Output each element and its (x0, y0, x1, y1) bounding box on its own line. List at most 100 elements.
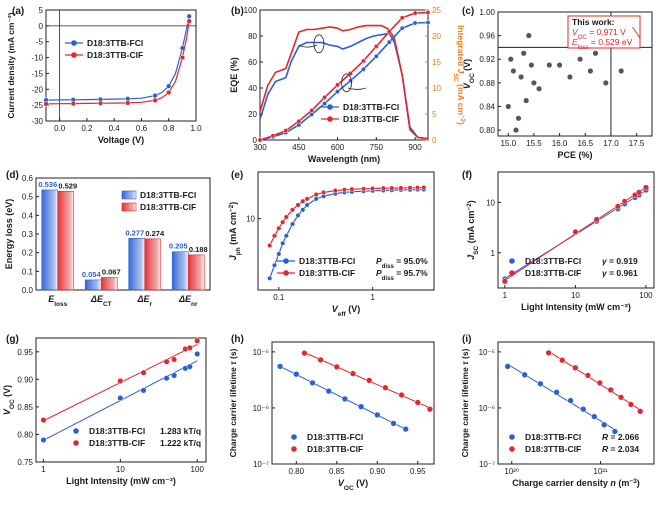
x-tick-label: 1.0 (190, 124, 202, 133)
panel-label: (g) (6, 334, 19, 345)
legend-label: D18:3TTB-FCl (87, 38, 143, 48)
jsc-marker (412, 20, 418, 26)
bar-value-label: 0.188 (189, 245, 208, 254)
literature-point (587, 67, 594, 75)
lifetime-marker (580, 406, 587, 413)
x-tick-label: 10²⁰ (504, 467, 519, 476)
voc-marker (194, 337, 201, 344)
jsc-marker (373, 53, 379, 59)
y-tick-label: 100 (244, 6, 258, 15)
jsc-marker (399, 25, 405, 31)
jph-marker (283, 214, 289, 220)
x-tick-label: 100 (191, 465, 205, 474)
category-label: ΔECT (90, 294, 112, 308)
jsc-marker (399, 15, 405, 21)
jsc-marker (322, 94, 328, 100)
legend-label: D18:3TTB-FCl (343, 102, 399, 112)
jsc-marker (636, 189, 643, 196)
jph-marker (295, 202, 301, 208)
jph-marker (421, 184, 427, 191)
x-tick-label: 16.5 (577, 139, 593, 148)
x-tick-label: 10 (571, 291, 580, 300)
jph-marker (370, 185, 376, 192)
literature-point (510, 67, 517, 75)
jv-curve-1 (45, 21, 190, 105)
legend-marker (291, 446, 297, 452)
y-tick-label: 0.0 (22, 286, 34, 295)
jsc-marker (348, 70, 353, 76)
gamma-label: γ = 0.919 (602, 256, 638, 266)
legend-label: D18:3TTB-FCl (307, 432, 363, 442)
jph-marker (332, 188, 338, 194)
panel-label: (b) (231, 6, 244, 17)
lifetime-marker (617, 394, 625, 401)
lifetime-marker (398, 391, 405, 399)
c-plot-frame (497, 11, 653, 137)
y-tick-label: 0 (39, 22, 44, 31)
bar-value-label: 0.205 (169, 242, 188, 251)
y-axis-label: VOC (V) (462, 59, 476, 89)
r-label: R = 2.034 (602, 444, 639, 454)
legend-marker (283, 258, 289, 264)
y-tick-label: 0.6 (22, 174, 34, 183)
lifetime-marker (366, 377, 373, 384)
lifetime-marker (559, 357, 566, 364)
jph-marker (407, 185, 413, 191)
panel-c: 15.0 15.5 16.0 16.5 17.0 17.5 0.80 0.84 0.88 0.92… (462, 6, 653, 160)
f-plot-frame (497, 171, 655, 289)
panel-g: 1 10 100 0.75 0.80 0.85 0.90 0.95 D18:3TTB-FCl 1.… (2, 334, 207, 486)
panel-label: (e) (231, 170, 243, 181)
jsc-marker (425, 20, 431, 25)
jph-marker (341, 187, 347, 193)
bar-clf (187, 254, 205, 291)
panel-label: (a) (12, 6, 24, 17)
category-label: ΔEr (136, 294, 152, 308)
x-axis-label: Veff (V) (332, 304, 360, 318)
x-tick-label: 10 (116, 465, 125, 474)
bar-clf (57, 190, 75, 291)
y-tick-label: 10⁻⁷ (253, 460, 269, 469)
pdiss-label: Pdiss = 95.7% (376, 268, 428, 282)
y2-tick-label: 0 (432, 136, 437, 145)
lifetime-marker (341, 395, 349, 403)
x-tick-label: 750 (370, 143, 384, 152)
bar-clf (144, 238, 162, 291)
lifetime-marker (611, 428, 619, 435)
jsc-marker (360, 58, 366, 64)
lifetime-marker (537, 380, 544, 387)
bar-value-label: 0.067 (102, 267, 121, 276)
lifetime-marker (357, 403, 365, 410)
lifetime-marker (567, 397, 574, 404)
x-tick-label: 0.80 (289, 467, 305, 476)
legend-marker (71, 52, 77, 58)
legend-label: D18:3TTB-FCl (140, 190, 196, 200)
y-axis-label: Charge carrier lifetime τ (s) (228, 348, 238, 457)
literature-point (528, 62, 535, 69)
y-axis-label: VOC (V) (2, 385, 16, 415)
x-tick-label: 17.0 (603, 139, 619, 148)
lifetime-marker (276, 363, 284, 370)
legend-label: D18:3TTB-ClF (140, 202, 196, 212)
legend-marker (509, 446, 515, 452)
voc-marker (117, 395, 124, 402)
lifetime-marker (545, 349, 552, 357)
panel-label: (i) (462, 334, 471, 345)
lifetime-marker (309, 379, 316, 387)
literature-point (602, 79, 609, 86)
lifetime-marker (521, 371, 528, 378)
lifetime-marker (584, 372, 592, 379)
h-plot-frame (271, 341, 435, 465)
x-tick-label: 10²¹ (593, 467, 608, 476)
eqe-curve-3 (259, 11, 429, 141)
eqe-ellipse-marker (313, 34, 325, 54)
voc-marker (186, 363, 193, 370)
jsc-marker (642, 184, 650, 191)
lifetime-marker (596, 379, 603, 387)
y-tick-label: 0 (253, 136, 258, 145)
x-tick-label: 900 (408, 143, 422, 152)
literature-point (505, 103, 512, 110)
annotation-arrow (632, 26, 641, 39)
voc-marker (171, 356, 178, 363)
jsc-marker (360, 66, 366, 72)
